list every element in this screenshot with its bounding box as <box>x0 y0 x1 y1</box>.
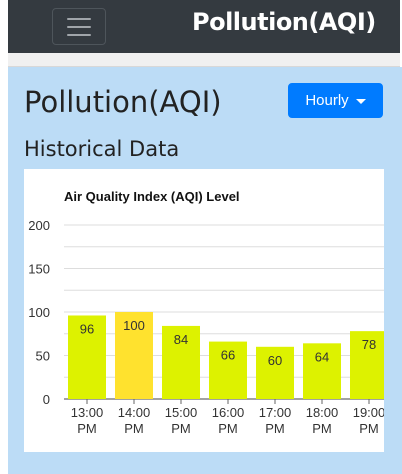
hamburger-icon-line <box>67 33 91 36</box>
aqi-chart: Air Quality Index (AQI) Level 0 50 100 150 2… <box>24 169 384 452</box>
x-tick-label: PM <box>77 421 97 436</box>
y-tick-label: 50 <box>36 349 50 364</box>
bar-value-label: 64 <box>315 349 329 364</box>
hamburger-icon-line <box>67 17 91 20</box>
x-tick-label: PM <box>218 421 238 436</box>
x-tick-label: 16:00 <box>212 405 245 420</box>
bar-value-label: 84 <box>174 332 188 347</box>
x-tick-label: 13:00 <box>71 405 104 420</box>
y-axis-ticks: 0 50 100 150 200 <box>28 218 50 407</box>
x-tick-label: PM <box>124 421 144 436</box>
bar <box>303 343 341 399</box>
x-tick-label: PM <box>359 421 379 436</box>
bar-value-label: 96 <box>80 321 94 336</box>
bar <box>350 331 384 399</box>
x-tick-label: 18:00 <box>306 405 339 420</box>
dropdown-label: Hourly <box>305 92 349 109</box>
caret-down-icon <box>355 98 366 104</box>
chart-bars <box>68 312 384 399</box>
menu-toggle-button[interactable] <box>52 8 106 45</box>
x-axis-ticks: 13:00PM14:00PM15:00PM16:00PM17:00PM18:00… <box>71 399 384 436</box>
bar <box>209 341 247 399</box>
bar-value-label: 66 <box>221 348 235 363</box>
bar <box>115 312 153 399</box>
bar <box>68 315 106 399</box>
section-title: Historical Data <box>24 137 180 161</box>
chart-svg: Air Quality Index (AQI) Level 0 50 100 150 2… <box>28 189 384 436</box>
bar <box>256 346 294 399</box>
bar-value-label: 60 <box>268 353 282 368</box>
navbar-brand[interactable]: Pollution(AQI) <box>192 8 376 36</box>
main-panel: Pollution(AQI) Hourly Historical Data Ai… <box>8 67 402 474</box>
y-tick-label: 0 <box>43 392 50 407</box>
x-tick-label: 17:00 <box>259 405 292 420</box>
x-tick-label: PM <box>312 421 332 436</box>
hamburger-icon-line <box>67 25 91 28</box>
x-tick-label: 19:00 <box>353 405 384 420</box>
x-tick-label: 14:00 <box>118 405 151 420</box>
interval-dropdown-button[interactable]: Hourly <box>288 83 383 118</box>
bar-value-labels: 96 100 84 66 60 64 78 <box>80 318 376 368</box>
bar <box>162 325 200 399</box>
bar-value-label: 100 <box>123 318 145 333</box>
x-tick-label: PM <box>171 421 191 436</box>
x-tick-label: PM <box>265 421 285 436</box>
page-title: Pollution(AQI) <box>24 85 222 119</box>
navbar: Pollution(AQI) <box>8 0 400 53</box>
bar-value-label: 78 <box>362 337 376 352</box>
chart-title: Air Quality Index (AQI) Level <box>64 189 240 204</box>
y-tick-label: 200 <box>28 218 50 233</box>
y-tick-label: 150 <box>28 262 50 277</box>
navbar-divider <box>8 53 400 67</box>
y-tick-label: 100 <box>28 305 50 320</box>
x-tick-label: 15:00 <box>165 405 198 420</box>
